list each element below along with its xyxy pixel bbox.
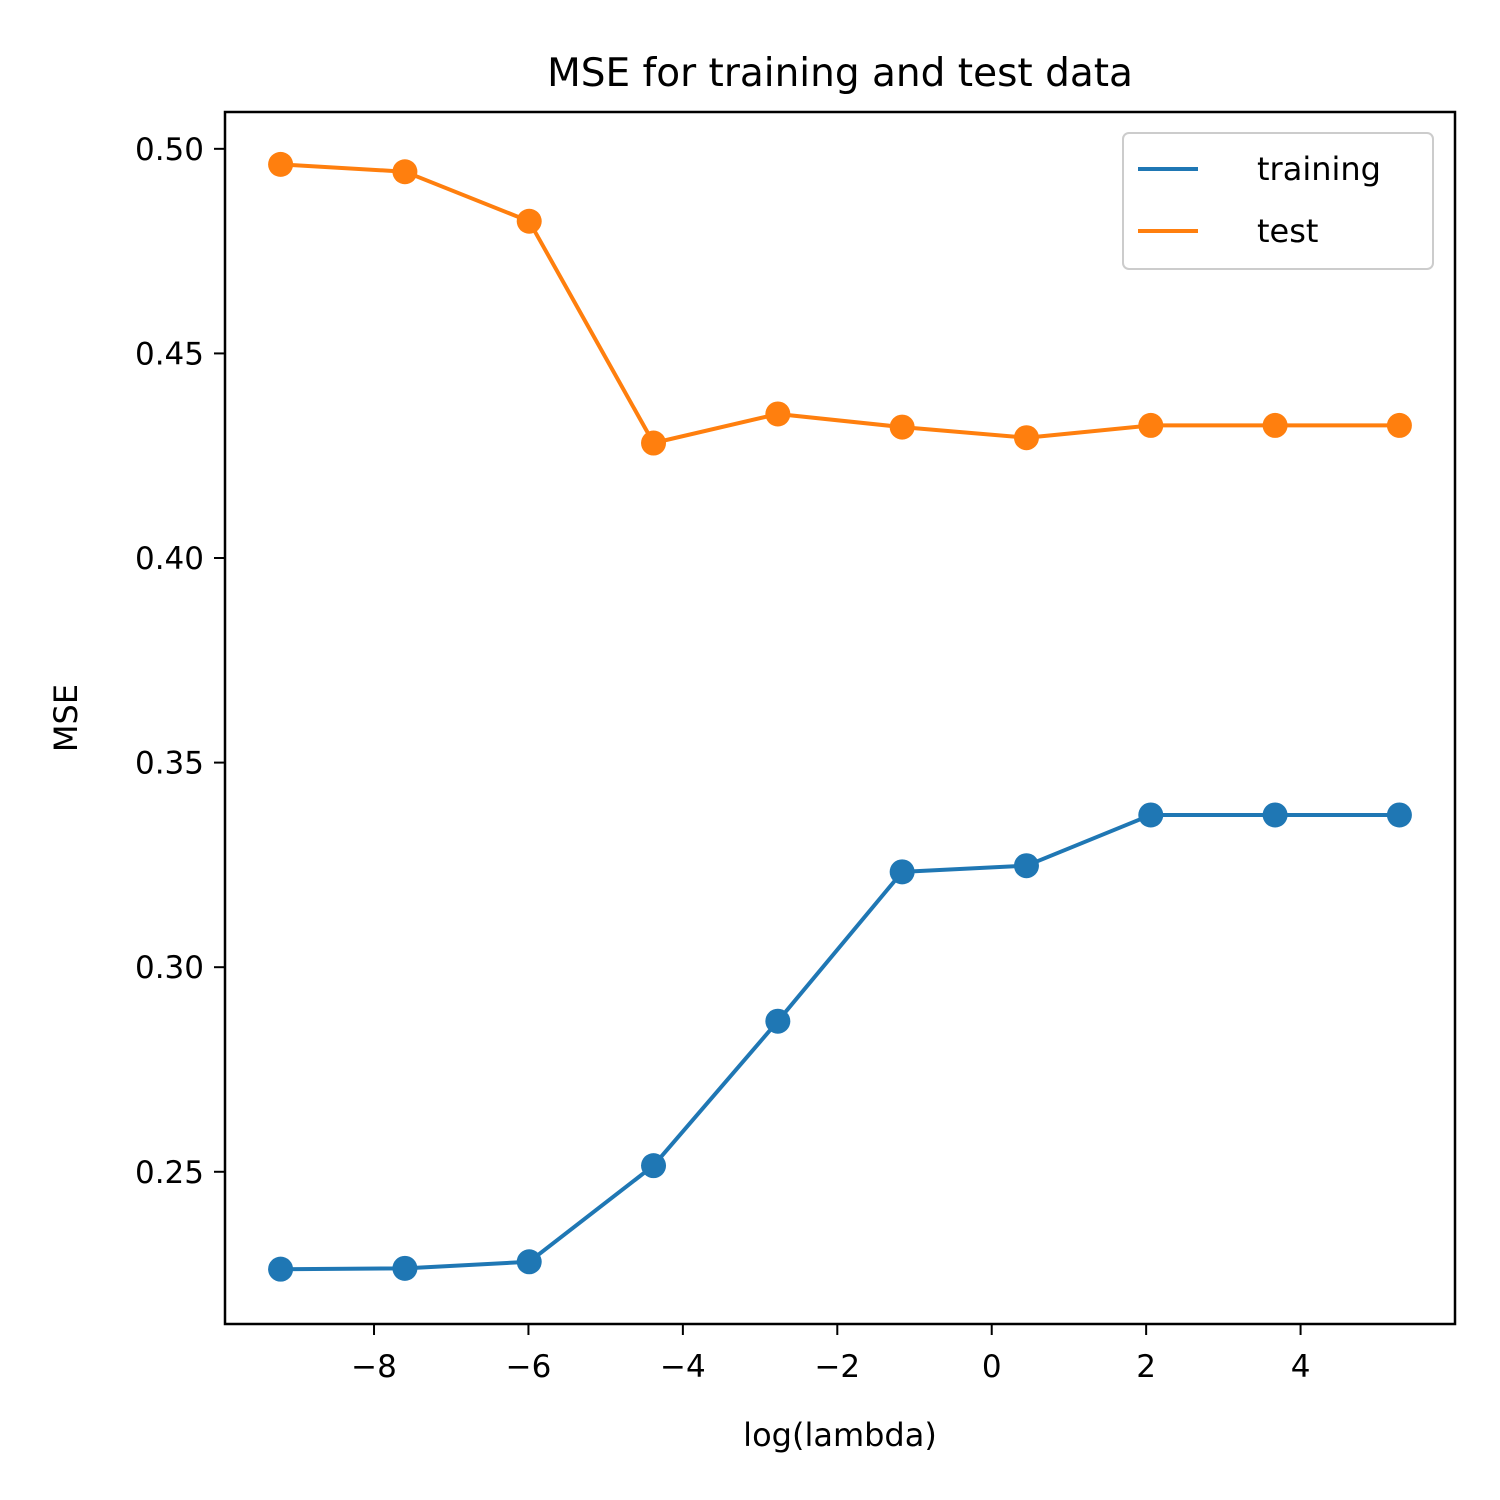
y-tick-label: 0.25 bbox=[135, 1155, 204, 1191]
data-point-training bbox=[1013, 853, 1039, 879]
data-point-test bbox=[1386, 412, 1412, 438]
x-tick-label: −6 bbox=[506, 1349, 552, 1385]
data-point-test bbox=[641, 430, 667, 456]
data-point-training bbox=[1386, 802, 1412, 828]
data-point-test bbox=[765, 401, 791, 427]
y-tick-label: 0.35 bbox=[135, 746, 204, 782]
data-point-training bbox=[641, 1153, 667, 1179]
data-point-training bbox=[889, 859, 915, 885]
plot-frame bbox=[223, 110, 1457, 1326]
legend-label-training: training bbox=[1257, 150, 1381, 188]
data-point-training bbox=[1138, 802, 1164, 828]
data-point-test bbox=[1262, 412, 1288, 438]
x-tick-label: −4 bbox=[660, 1349, 706, 1385]
y-tick-label: 0.50 bbox=[135, 132, 204, 168]
y-axis-label: MSE bbox=[47, 684, 85, 752]
chart-title: MSE for training and test data bbox=[547, 51, 1133, 96]
x-tick-label: 2 bbox=[1136, 1349, 1156, 1385]
data-point-training bbox=[1262, 802, 1288, 828]
x-axis-label: log(lambda) bbox=[743, 1416, 937, 1454]
series-training bbox=[268, 802, 1412, 1282]
data-point-training bbox=[392, 1255, 418, 1281]
y-axis-ticks: 0.25 0.30 0.35 0.40 0.45 0.50 bbox=[135, 132, 225, 1191]
data-point-training bbox=[765, 1008, 791, 1034]
legend-box bbox=[1122, 132, 1434, 270]
data-point-test bbox=[1138, 412, 1164, 438]
data-point-test bbox=[516, 208, 542, 234]
series-line-training bbox=[280, 813, 1400, 1272]
y-tick-label: 0.40 bbox=[135, 541, 204, 577]
data-point-test bbox=[392, 159, 418, 185]
data-point-training bbox=[516, 1249, 542, 1275]
x-tick-label: 0 bbox=[982, 1349, 1002, 1385]
data-point-test bbox=[889, 414, 915, 440]
y-tick-label: 0.30 bbox=[135, 950, 204, 986]
x-tick-label: −2 bbox=[814, 1349, 860, 1385]
data-point-test bbox=[268, 151, 294, 177]
legend-label-test: test bbox=[1257, 212, 1318, 250]
series-line-test bbox=[280, 162, 1400, 445]
plot-area bbox=[225, 112, 1455, 1324]
x-tick-label: −8 bbox=[351, 1349, 397, 1385]
x-tick-label: 4 bbox=[1291, 1349, 1311, 1385]
series-test bbox=[268, 151, 1412, 456]
y-tick-label: 0.45 bbox=[135, 336, 204, 372]
data-point-test bbox=[1013, 425, 1039, 451]
x-axis-ticks: −8 −6 −4 −2 0 2 4 bbox=[351, 1324, 1310, 1385]
data-point-training bbox=[268, 1256, 294, 1282]
legend: training test bbox=[1122, 132, 1434, 270]
series-layer bbox=[268, 151, 1412, 1282]
